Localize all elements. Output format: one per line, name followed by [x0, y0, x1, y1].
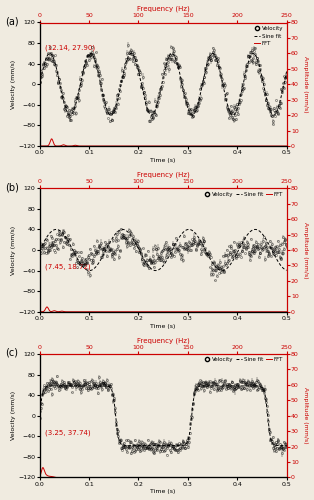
Legend: Velocity, Sine fit, FFT: Velocity, Sine fit, FFT [203, 191, 284, 197]
X-axis label: Time (s): Time (s) [150, 490, 176, 494]
Legend: Velocity, Sine fit, FFT: Velocity, Sine fit, FFT [253, 26, 284, 47]
Text: (b): (b) [5, 182, 19, 192]
X-axis label: Frequency (Hz): Frequency (Hz) [137, 6, 190, 12]
Legend: Velocity, Sine fit, FFT: Velocity, Sine fit, FFT [203, 357, 284, 363]
Y-axis label: Amplitude (mm/s): Amplitude (mm/s) [303, 56, 308, 112]
Text: (c): (c) [5, 348, 18, 358]
Text: (12.14, 27.90): (12.14, 27.90) [45, 44, 95, 51]
Y-axis label: Velocity (mm/s): Velocity (mm/s) [11, 60, 16, 109]
Y-axis label: Velocity (mm/s): Velocity (mm/s) [11, 226, 16, 274]
Y-axis label: Amplitude (mm/s): Amplitude (mm/s) [303, 388, 308, 444]
X-axis label: Frequency (Hz): Frequency (Hz) [137, 337, 190, 344]
X-axis label: Time (s): Time (s) [150, 324, 176, 328]
Y-axis label: Velocity (mm/s): Velocity (mm/s) [11, 391, 16, 440]
X-axis label: Time (s): Time (s) [150, 158, 176, 163]
Y-axis label: Amplitude (mm/s): Amplitude (mm/s) [303, 222, 308, 278]
Text: (a): (a) [5, 16, 19, 26]
X-axis label: Frequency (Hz): Frequency (Hz) [137, 172, 190, 178]
Text: (3.25, 37.74): (3.25, 37.74) [45, 430, 90, 436]
Text: (7.45, 18.72): (7.45, 18.72) [45, 264, 90, 270]
